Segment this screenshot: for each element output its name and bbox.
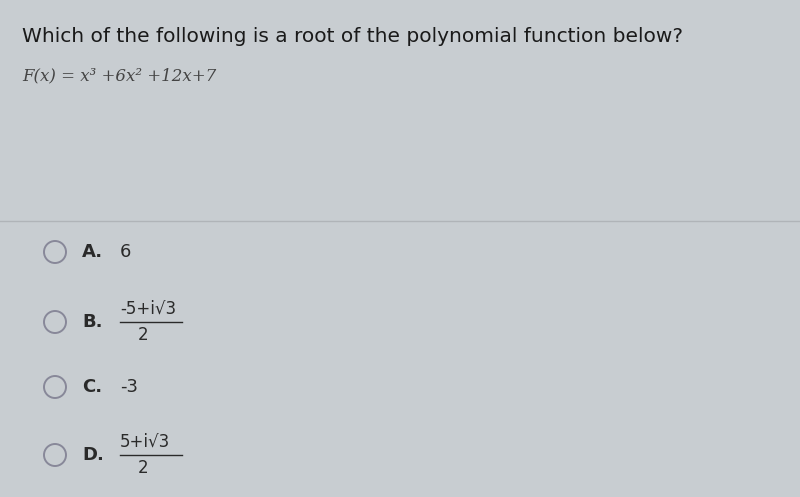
- Text: -5+i√3: -5+i√3: [120, 300, 176, 318]
- Text: F(x) = x³ +6x² +12x+7: F(x) = x³ +6x² +12x+7: [22, 67, 216, 84]
- Text: 6: 6: [120, 243, 131, 261]
- Text: A.: A.: [82, 243, 103, 261]
- Text: Which of the following is a root of the polynomial function below?: Which of the following is a root of the …: [22, 27, 683, 46]
- Text: 5+i√3: 5+i√3: [120, 433, 170, 451]
- Text: 2: 2: [138, 459, 148, 477]
- Text: C.: C.: [82, 378, 102, 396]
- Text: -3: -3: [120, 378, 138, 396]
- Text: 2: 2: [138, 326, 148, 344]
- Text: D.: D.: [82, 446, 104, 464]
- Text: B.: B.: [82, 313, 102, 331]
